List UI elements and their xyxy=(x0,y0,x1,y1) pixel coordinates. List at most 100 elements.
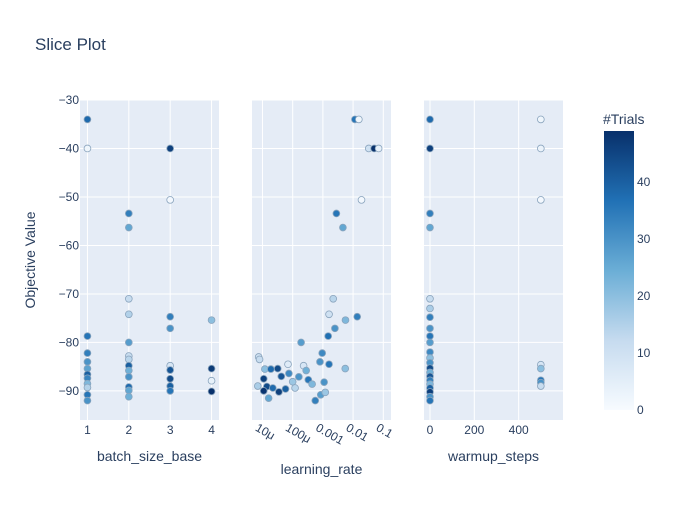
scatter-point xyxy=(341,364,350,373)
scatter-point xyxy=(329,294,338,303)
scatter-point xyxy=(125,338,133,347)
scatter-point xyxy=(281,385,290,393)
y-tick-label: −70 xyxy=(59,287,80,301)
scatter-point xyxy=(321,388,330,397)
colorbar-title: #Trials xyxy=(603,111,645,127)
scatter-point xyxy=(426,304,434,313)
y-tick-label: −30 xyxy=(59,93,80,107)
scatter-point xyxy=(426,209,434,218)
colorbar-ticks: 0 10 20 30 40 xyxy=(637,175,651,417)
scatter-point xyxy=(267,365,275,373)
scatter-point xyxy=(83,396,92,405)
scatter-point xyxy=(426,223,434,232)
scatter-point xyxy=(295,373,303,381)
scatter-point xyxy=(253,382,262,390)
x-tick-label: 1 xyxy=(84,423,91,437)
scatter-point xyxy=(537,115,545,124)
scatter-point xyxy=(320,378,328,386)
x-axis-label: batch_size_base xyxy=(97,448,202,464)
y-tick-label: −90 xyxy=(59,384,80,398)
scatter-point xyxy=(297,338,305,347)
scatter-point xyxy=(357,196,366,204)
scatter-point xyxy=(426,144,434,153)
x-tick-label: 100μ xyxy=(283,420,313,446)
scatter-point xyxy=(83,383,92,392)
scatter-point xyxy=(125,392,133,401)
scatter-point xyxy=(339,223,347,232)
scatter-point xyxy=(125,223,133,232)
colorbar: #Trials 0 10 20 30 40 xyxy=(603,111,651,417)
scatter-point xyxy=(426,313,434,322)
scatter-point xyxy=(341,316,350,324)
scatter-point xyxy=(83,144,92,153)
x-tick-label: 0.1 xyxy=(374,420,396,441)
colorbar-tick-label: 10 xyxy=(637,346,651,360)
scatter-point xyxy=(273,364,282,373)
scatter-point xyxy=(332,209,341,218)
x-tick-label: 3 xyxy=(167,423,174,437)
scatter-point xyxy=(264,394,273,402)
scatter-point xyxy=(166,144,174,153)
scatter-point xyxy=(125,209,133,218)
scatter-point xyxy=(166,387,174,395)
y-tick-label: −50 xyxy=(59,190,80,204)
y-tick-labels: −30 −40 −50 −60 −70 −80 −90 xyxy=(59,93,80,398)
panel-warmup_steps: 0 200 400 warmup_steps xyxy=(424,99,563,464)
scatter-point xyxy=(125,355,133,364)
scatter-point xyxy=(166,374,174,383)
scatter-point xyxy=(83,115,92,124)
scatter-point xyxy=(259,374,268,383)
scatter-point xyxy=(269,384,277,392)
scatter-point xyxy=(426,294,434,303)
scatter-point xyxy=(537,382,545,390)
scatter-point xyxy=(318,349,327,357)
y-axis-label: Objective Value xyxy=(22,211,38,308)
scatter-point xyxy=(374,144,383,153)
scatter-point xyxy=(311,396,320,405)
scatter-point xyxy=(426,115,434,124)
x-tick-label: 4 xyxy=(208,423,215,437)
scatter-point xyxy=(83,349,92,357)
scatter-point xyxy=(166,196,174,204)
scatter-point xyxy=(537,196,545,204)
colorbar-gradient xyxy=(604,131,634,410)
y-tick-label: −40 xyxy=(59,141,80,155)
scatter-point xyxy=(207,316,216,324)
scatter-point xyxy=(207,376,216,385)
scatter-point xyxy=(207,364,216,373)
x-tick-label: 0.001 xyxy=(313,420,346,447)
x-tick-label: 200 xyxy=(464,423,484,437)
scatter-point xyxy=(537,144,545,153)
chart-title: Slice Plot xyxy=(35,35,106,54)
scatter-point xyxy=(125,310,133,319)
colorbar-tick-label: 20 xyxy=(637,289,651,303)
panel-batch_size_base: 1 2 3 4 batch_size_base xyxy=(80,99,219,464)
scatter-point xyxy=(325,360,333,369)
scatter-point xyxy=(355,115,363,124)
scatter-point xyxy=(308,380,316,388)
colorbar-tick-label: 0 xyxy=(637,403,644,417)
scatter-point xyxy=(291,384,299,392)
scatter-point xyxy=(331,324,339,333)
scatter-point xyxy=(166,312,174,321)
x-tick-label: 2 xyxy=(125,423,132,437)
scatter-point xyxy=(166,366,174,374)
scatter-point xyxy=(259,387,268,395)
x-axis-label: learning_rate xyxy=(281,461,363,477)
scatter-point xyxy=(284,360,292,369)
plot-area xyxy=(80,100,219,420)
scatter-point xyxy=(324,332,333,340)
scatter-point xyxy=(288,377,297,386)
colorbar-tick-label: 40 xyxy=(637,175,651,189)
x-axis-label: warmup_steps xyxy=(447,448,539,464)
y-tick-label: −80 xyxy=(59,335,80,349)
colorbar-tick-label: 30 xyxy=(637,232,651,246)
scatter-point xyxy=(426,324,434,333)
scatter-point xyxy=(302,366,310,375)
x-tick-label: 400 xyxy=(509,423,529,437)
scatter-point xyxy=(275,388,283,396)
